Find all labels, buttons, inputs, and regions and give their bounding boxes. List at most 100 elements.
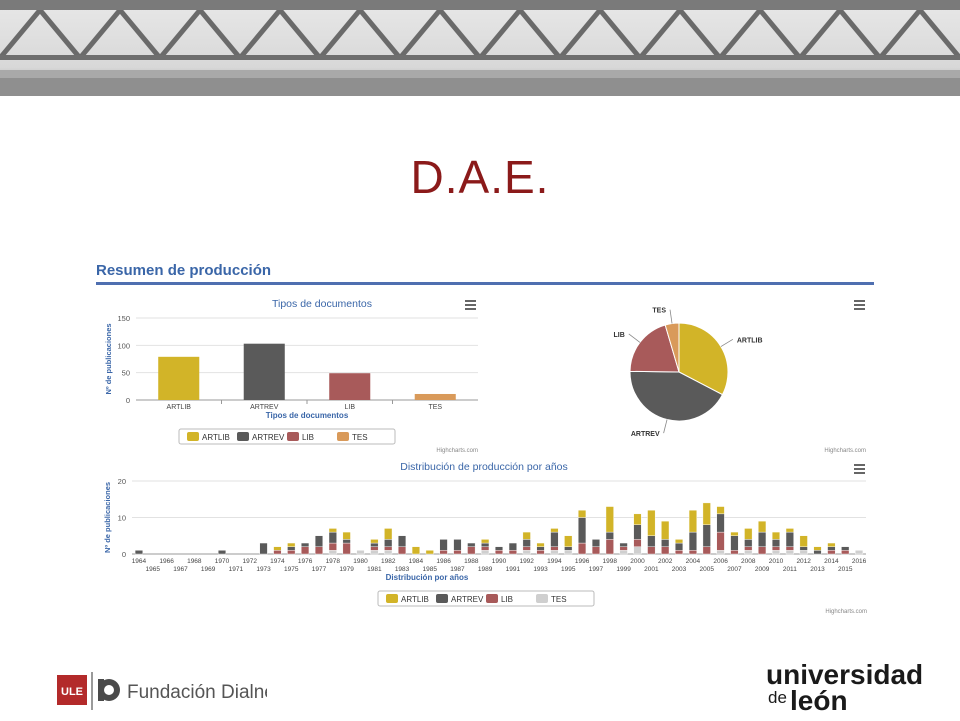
x-tick-label: 1979 (339, 566, 354, 573)
bar-segment-tes (522, 550, 531, 555)
bar-segment-lib (328, 542, 337, 551)
x-tick-label: 2007 (727, 566, 742, 573)
credit: Highcharts.com (824, 448, 866, 454)
x-tick-label: 1977 (312, 566, 327, 573)
bar-segment-lib (384, 546, 393, 551)
bar-segment-tes (785, 550, 794, 555)
bar-segment-artrev (342, 539, 351, 544)
bar-segment-artrev (536, 546, 545, 551)
y-axis-label: Nº de publicaciones (103, 482, 112, 553)
bar-segment-artrev (813, 550, 822, 555)
bar-segment-artrev (287, 546, 296, 551)
x-tick-label: 2011 (783, 566, 797, 573)
bar-segment-artrev (702, 524, 711, 547)
x-tick-label: 1968 (187, 558, 202, 565)
x-tick-label: 1981 (367, 566, 382, 573)
x-tick-label: 2005 (700, 566, 715, 573)
y-tick-label: 50 (122, 369, 130, 378)
pie-slice-artrev (629, 370, 724, 422)
bar-segment-lib (605, 539, 614, 555)
bar-segment-lib (661, 546, 670, 555)
x-tick-label: 2013 (810, 566, 825, 573)
menu-icon[interactable] (854, 464, 865, 474)
bar-segment-artrev (370, 542, 379, 547)
bar-segment-tes (550, 550, 559, 555)
x-tick-label: 1988 (464, 558, 479, 565)
bar-segment-tes (328, 550, 337, 555)
credit: Highcharts.com (825, 609, 867, 615)
bar-artlib (158, 356, 200, 400)
bar-segment-tes (384, 550, 393, 555)
section-header: Resumen de producción (96, 262, 272, 279)
bar-segment-artrev (605, 531, 614, 540)
legend-label-tes: TES (352, 433, 368, 442)
y-tick-label: 10 (118, 514, 126, 523)
bar-segment-artrev (384, 539, 393, 547)
y-tick-label: 20 (118, 477, 126, 486)
bar-segment-tes (619, 550, 628, 555)
bar-segment-artlib (370, 539, 379, 544)
bar-segment-lib (675, 550, 684, 555)
legend-label-artrev: ARTREV (451, 595, 484, 604)
x-tick-label: 1975 (284, 566, 299, 573)
legend-swatch-artrev (436, 594, 448, 603)
bar-segment-artrev (591, 539, 600, 547)
x-tick-label: 1973 (256, 566, 271, 573)
bar-segment-artrev (827, 546, 836, 551)
bar-segment-artrev (758, 531, 767, 547)
bar-segment-artlib (744, 528, 753, 540)
bar-segment-artrev (799, 546, 808, 551)
bar-segment-artrev (134, 550, 143, 555)
bar-segment-lib (398, 546, 407, 555)
bar-segment-artrev (522, 539, 531, 547)
bar-segment-artlib (287, 542, 296, 547)
pie-connector (720, 338, 734, 347)
bar-segment-lib (494, 550, 504, 555)
x-tick-label: 1984 (409, 558, 424, 565)
bar-segment-lib (453, 550, 462, 555)
legend-label-tes: TES (551, 595, 567, 604)
universidad-de-leon-logo: universidad de león (766, 659, 926, 716)
x-tick-label: 2016 (852, 558, 867, 565)
bar-artrev (243, 343, 285, 400)
bar-segment-artlib (481, 539, 490, 544)
bar-segment-artlib (827, 542, 836, 547)
ule-emblem-icon (57, 675, 87, 705)
x-tick-label: 2012 (796, 558, 811, 565)
x-tick-label: 2008 (741, 558, 756, 565)
chart-title: Tipos de documentos (272, 298, 372, 310)
bar-segment-artlib (661, 520, 670, 540)
bar-segment-lib (287, 550, 296, 555)
bar-segment-artlib (536, 542, 545, 547)
bar-segment-artlib (688, 510, 697, 533)
svg-text:de: de (768, 688, 787, 707)
bar-segment-artlib (785, 528, 794, 533)
bar-segment-lib (273, 550, 282, 555)
bar-segment-tes (564, 550, 573, 555)
legend-swatch-tes (536, 594, 548, 603)
bar-segment-lib (342, 542, 351, 555)
x-tick-label: 1974 (270, 558, 285, 565)
bar-segment-artlib (716, 506, 725, 515)
bar-segment-artlib (550, 528, 559, 533)
x-tick-label: 1976 (298, 558, 313, 565)
bar-segment-artrev (647, 535, 656, 547)
bar-segment-lib (481, 546, 490, 551)
bar-segment-tes (716, 550, 725, 555)
bar-segment-lib (619, 546, 628, 551)
x-tick-label: 2003 (672, 566, 687, 573)
bar-segment-artrev (841, 546, 850, 551)
bar-segment-lib (744, 546, 753, 551)
bar-segment-artlib (273, 546, 282, 551)
menu-icon[interactable] (465, 300, 476, 310)
x-tick-label: 1997 (589, 566, 604, 573)
legend-label-artlib: ARTLIB (202, 433, 230, 442)
bar-segment-artlib (578, 510, 587, 518)
y-tick-label: 150 (117, 314, 130, 323)
bar-segment-lib (827, 550, 836, 555)
bar-segment-lib (439, 550, 448, 555)
bar-segment-lib (536, 550, 545, 555)
x-tick-label: 1966 (159, 558, 174, 565)
menu-icon[interactable] (854, 300, 865, 310)
bar-segment-artrev (619, 542, 628, 547)
